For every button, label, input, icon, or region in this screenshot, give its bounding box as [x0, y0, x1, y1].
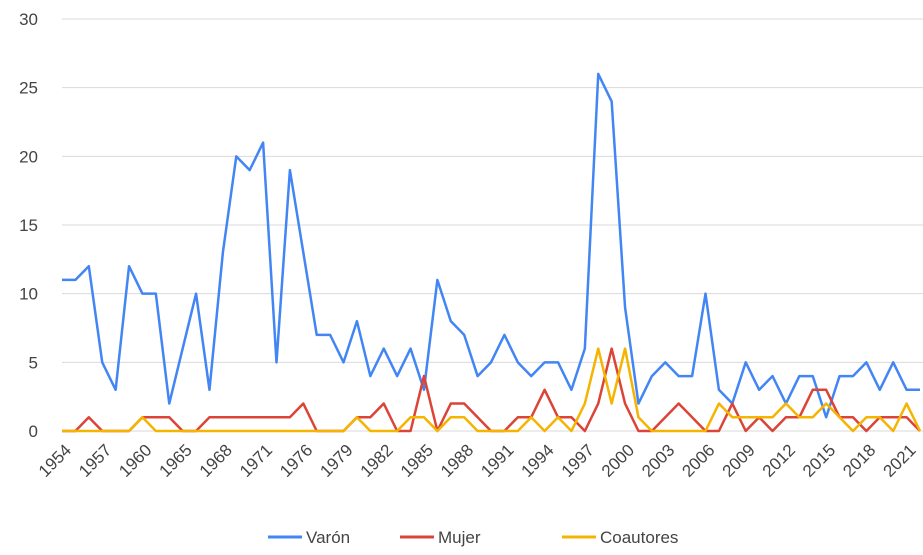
- y-tick-label: 0: [29, 422, 38, 441]
- x-tick-label: 1957: [75, 441, 115, 481]
- x-tick-label: 1994: [518, 441, 558, 481]
- y-tick-label: 10: [19, 285, 38, 304]
- x-tick-label: 1988: [437, 441, 477, 481]
- x-tick-label: 2006: [678, 441, 718, 481]
- legend-label: Varón: [306, 528, 350, 547]
- x-tick-label: 2000: [598, 441, 638, 481]
- x-tick-label: 1965: [156, 441, 196, 481]
- x-tick-label: 1982: [357, 441, 397, 481]
- y-tick-label: 25: [19, 79, 38, 98]
- x-tick-label: 1971: [236, 441, 276, 481]
- x-tick-label: 2015: [799, 441, 839, 481]
- x-tick-label: 1976: [276, 441, 316, 481]
- x-tick-label: 1979: [316, 441, 356, 481]
- x-tick-label: 1960: [115, 441, 155, 481]
- x-tick-label: 2021: [879, 441, 919, 481]
- legend-label: Coautores: [600, 528, 678, 547]
- y-tick-label: 20: [19, 147, 38, 166]
- series-line: [62, 347, 922, 433]
- legend-label: Mujer: [438, 528, 481, 547]
- series-line: [62, 72, 920, 419]
- x-tick-label: 2009: [719, 441, 759, 481]
- y-tick-label: 15: [19, 216, 38, 235]
- x-tick-label: 1954: [35, 441, 75, 481]
- x-tick-label: 1985: [397, 441, 437, 481]
- x-tick-label: 1968: [196, 441, 236, 481]
- x-tick-label: 1997: [558, 441, 598, 481]
- y-tick-label: 5: [29, 353, 38, 372]
- x-tick-label: 2003: [638, 441, 678, 481]
- x-tick-label: 2012: [759, 441, 799, 481]
- y-tick-label: 30: [19, 10, 38, 29]
- x-tick-label: 1991: [477, 441, 517, 481]
- x-tick-label: 2018: [839, 441, 879, 481]
